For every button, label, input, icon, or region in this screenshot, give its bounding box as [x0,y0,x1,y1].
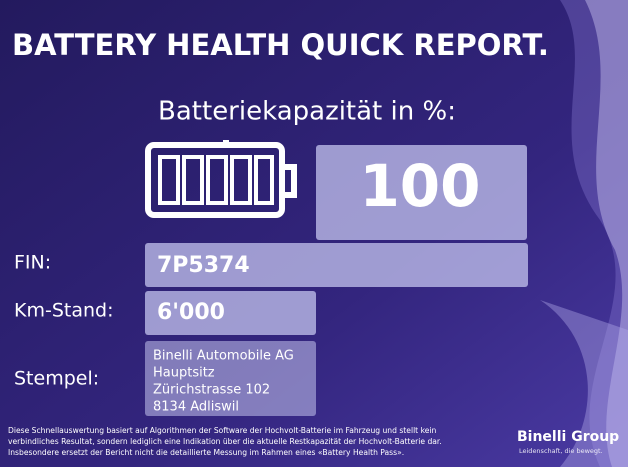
stamp-line: Hauptsitz [153,366,215,381]
stamp-label: Stempel: [14,368,99,390]
brand-name: Binelli Group [517,429,619,445]
brand-tagline: Leidenschaft, die bewegt. [519,447,603,455]
battery-cells [158,155,274,205]
field-label: FIN: [14,252,51,274]
title: BATTERY HEALTH QUICK REPORT. [12,28,549,62]
battery-icon [145,142,297,218]
stamp-line: Zürichstrasse 102 [153,383,270,398]
field-box [145,243,528,287]
field-label: Km-Stand: [14,300,113,322]
wave [540,300,628,467]
stamp-line: 8134 Adliswil [153,400,239,415]
capacity-label: Batteriekapazität in %: [158,97,456,127]
field-value: 6'000 [157,300,225,325]
disclaimer: verbindliches Resultat, sondern lediglic… [8,437,442,446]
field-value: 7P5374 [157,253,250,278]
stamp-line: Binelli Automobile AG [153,349,294,364]
icon-dot [223,140,229,146]
disclaimer: Diese Schnellauswertung basiert auf Algo… [8,426,436,435]
disclaimer: Insbesondere ersetzt der Bericht nicht d… [8,448,404,457]
wave [560,0,628,467]
field-box [145,291,316,335]
wave [585,0,628,467]
capacity-value: 100 [359,152,480,220]
stamp-box [145,341,316,416]
capacity-box [316,145,527,240]
